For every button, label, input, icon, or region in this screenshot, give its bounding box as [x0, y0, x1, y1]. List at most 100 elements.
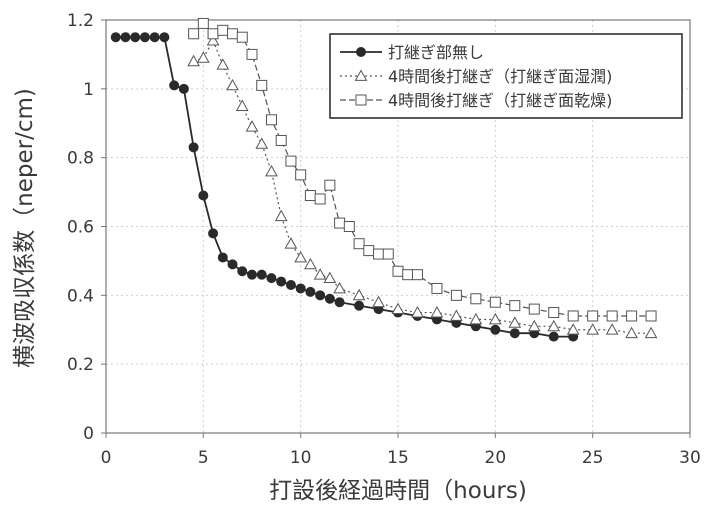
- series-1-point: [198, 190, 209, 201]
- series-3-point: [411, 269, 423, 281]
- series-3-point: [567, 310, 579, 322]
- series-2-point: [450, 309, 463, 321]
- series-1-point: [305, 286, 316, 297]
- series-3-point: [470, 293, 482, 305]
- series-2-point: [625, 326, 638, 339]
- series-3-point: [509, 300, 521, 312]
- series-2-point: [644, 326, 658, 339]
- series-2-point: [352, 288, 366, 301]
- series-3-point: [489, 296, 501, 308]
- series-1-point: [227, 259, 238, 270]
- series-2-point: [265, 164, 278, 177]
- y-tick-label: 0.2: [67, 355, 94, 375]
- series-3-point: [363, 245, 375, 257]
- series-1-point: [188, 142, 199, 153]
- y-tick-label: 0: [83, 424, 94, 444]
- series-2-point: [226, 78, 239, 91]
- series-1-point: [208, 228, 219, 239]
- series-1-point: [334, 297, 345, 308]
- series-2-point: [255, 137, 269, 149]
- y-tick-label: 1.2: [67, 11, 94, 31]
- series-2-point: [547, 319, 561, 332]
- x-tick-label: 10: [290, 448, 312, 468]
- series-3-point: [236, 31, 248, 43]
- series-2-point: [508, 316, 522, 328]
- y-tick-label: 0.4: [67, 286, 94, 306]
- series-3-point: [392, 265, 404, 277]
- series-3-point: [256, 79, 268, 91]
- series-3-point: [275, 134, 287, 146]
- series-layer: [110, 17, 658, 342]
- series-2-point: [488, 312, 502, 325]
- axes: 0 5 10 15 20 25 30 0 0.2 0.4 0.6 0.8 1 1.2: [67, 11, 701, 468]
- series-2-point: [333, 281, 346, 294]
- series-3-point: [304, 190, 316, 202]
- series-3-point: [227, 28, 239, 40]
- x-axis-title: 打設後経過時間（hours): [269, 478, 527, 502]
- series-2-point: [284, 237, 298, 249]
- series-2: [187, 34, 658, 339]
- series-1-point: [139, 32, 150, 43]
- series-2-point: [566, 323, 580, 335]
- series-1-point: [548, 331, 559, 342]
- series-1-point: [159, 32, 170, 43]
- series-2-point: [235, 99, 249, 111]
- series-2-point: [294, 250, 308, 263]
- series-2-point: [527, 319, 541, 332]
- series-3-point: [197, 17, 209, 29]
- series-1-point: [237, 266, 248, 277]
- y-tick-label: 0.6: [67, 218, 94, 238]
- series-1-point: [266, 273, 277, 284]
- series-3-point: [285, 155, 297, 167]
- series-3-point: [528, 303, 540, 315]
- series-3-point: [334, 217, 346, 229]
- series-1-point: [295, 283, 306, 294]
- series-2-point: [304, 257, 317, 270]
- series-3-point: [382, 248, 394, 260]
- series-3-point: [587, 310, 599, 322]
- series-3-point: [188, 28, 200, 40]
- grid: [106, 20, 690, 433]
- series-1-point: [110, 32, 121, 43]
- series-2-point: [411, 306, 424, 318]
- legend-marker-2: [354, 69, 368, 81]
- series-2-point: [586, 323, 600, 335]
- series-1-point: [354, 300, 365, 311]
- series-3-point: [373, 248, 385, 260]
- series-3-point: [265, 114, 277, 126]
- series-1-point: [247, 269, 257, 280]
- series-3-point: [343, 221, 355, 232]
- x-tick-label: 0: [101, 448, 112, 468]
- series-3-point: [324, 179, 336, 191]
- series-3-point: [606, 310, 618, 322]
- series-3-point: [402, 269, 414, 281]
- series-1-point: [217, 252, 228, 263]
- series-2-point: [216, 58, 230, 70]
- x-tick-label: 5: [198, 448, 209, 468]
- series-1-point: [324, 293, 335, 304]
- series-3-point: [431, 282, 443, 294]
- y-axis-title: 横波吸収係数（neper/cm): [12, 88, 38, 368]
- series-2-point: [323, 271, 337, 284]
- legend-marker-3: [355, 94, 367, 106]
- series-1-point: [130, 32, 141, 43]
- series-1-point: [276, 276, 287, 287]
- legend-box: [329, 33, 683, 119]
- series-3: [188, 17, 657, 322]
- series-3-point: [217, 24, 229, 36]
- legend: 打継ぎ部無し 4時間後打継ぎ（打継ぎ面湿潤) 4時間後打継ぎ（打継ぎ面乾燥): [329, 33, 683, 119]
- series-1-point: [169, 80, 180, 91]
- series-2-point: [187, 54, 200, 67]
- series-3-point: [314, 193, 326, 205]
- series-1-point: [509, 328, 520, 339]
- series-2-point: [430, 306, 444, 318]
- series-2-point: [245, 120, 259, 132]
- legend-label-3: 4時間後打継ぎ（打継ぎ面乾燥): [388, 91, 612, 110]
- series-3-point: [450, 289, 462, 301]
- series-1-point: [120, 32, 131, 43]
- series-2-point: [391, 302, 405, 314]
- series-3-point: [626, 310, 638, 322]
- x-tick-label: 20: [485, 448, 507, 468]
- series-1-point: [256, 269, 267, 280]
